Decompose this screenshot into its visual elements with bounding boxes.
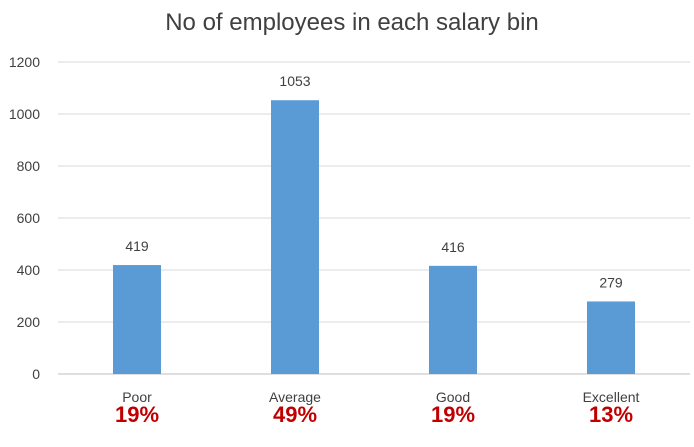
percent-label-average: 49% (273, 402, 317, 427)
gridlines (58, 61, 690, 375)
percent-label-poor: 19% (115, 402, 159, 427)
data-label-excellent: 279 (599, 274, 623, 290)
y-axis-tick-labels: 0 200 400 600 800 1000 1200 (9, 54, 40, 382)
bar-average (271, 100, 319, 374)
data-label-good: 416 (441, 239, 465, 255)
y-tick-label: 800 (17, 158, 41, 174)
data-labels: 419 1053 416 279 (125, 73, 623, 290)
data-label-average: 1053 (279, 73, 310, 89)
percent-label-good: 19% (431, 402, 475, 427)
bar-good (429, 265, 477, 374)
category-label-poor: Poor (122, 389, 152, 405)
bar-poor (113, 265, 161, 374)
category-label-average: Average (269, 389, 321, 405)
y-tick-label: 200 (17, 314, 41, 330)
y-tick-label: 600 (17, 210, 41, 226)
data-label-poor: 419 (125, 238, 149, 254)
y-tick-label: 0 (32, 366, 40, 382)
y-tick-label: 1200 (9, 54, 40, 70)
category-label-good: Good (436, 389, 470, 405)
chart-title: No of employees in each salary bin (165, 9, 539, 36)
y-tick-label: 1000 (9, 106, 40, 122)
category-label-excellent: Excellent (583, 389, 640, 405)
percent-label-excellent: 13% (589, 402, 633, 427)
percent-labels: 19% 49% 19% 13% (115, 402, 633, 427)
bar-excellent (587, 301, 635, 374)
y-tick-label: 400 (17, 262, 41, 278)
bars (113, 100, 635, 374)
category-labels: Poor Average Good Excellent (122, 389, 639, 405)
